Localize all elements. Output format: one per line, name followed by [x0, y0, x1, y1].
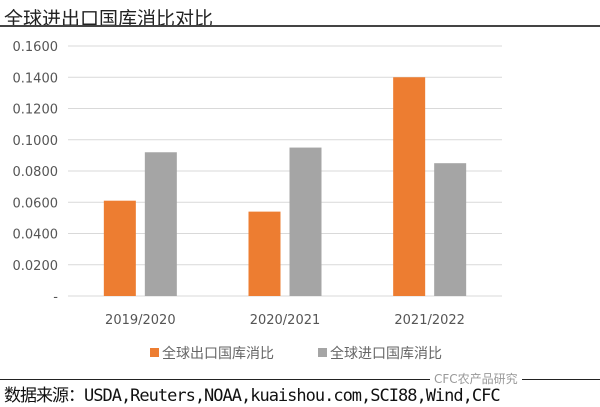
legend-label: 全球出口国库消比 [162, 345, 274, 362]
legend-label: 全球进口国库消比 [330, 345, 442, 362]
x-tick-label: 2020/2021 [250, 313, 321, 328]
bar-import [289, 147, 322, 296]
bar-export [103, 200, 136, 296]
y-tick-label: 0.0600 [13, 196, 59, 211]
data-source: 数据来源：USDA,Reuters,NOAA,kuaishou.com,SCI8… [4, 386, 501, 406]
bar-import [434, 163, 467, 296]
bar-export [393, 77, 426, 296]
chart-title: 全球进出口国库消比对比 [4, 8, 214, 30]
y-tick-label: 0.1000 [13, 134, 59, 149]
x-tick-label: 2021/2022 [394, 313, 465, 328]
watermark: CFC农产品研究 [430, 370, 522, 387]
y-tick-label: 0.0800 [13, 165, 59, 180]
bar-chart: - 0.0200 0.0400 0.0600 0.0800 0.1000 0.1200 0.1… [13, 40, 502, 362]
y-tick-label: 0.1600 [13, 40, 59, 55]
bar-import [144, 152, 177, 296]
legend-swatch [318, 348, 327, 357]
y-tick-label: 0.0400 [13, 228, 59, 243]
title-divider [0, 25, 600, 27]
y-tick-label: 0.1400 [13, 71, 59, 86]
x-tick-label: 2019/2020 [105, 313, 176, 328]
bar-export [248, 211, 281, 296]
source-divider [0, 379, 600, 380]
y-tick-label: 0.0200 [13, 259, 59, 274]
y-tick-label: - [53, 290, 58, 305]
legend-swatch [150, 348, 159, 357]
y-tick-label: 0.1200 [13, 103, 59, 118]
